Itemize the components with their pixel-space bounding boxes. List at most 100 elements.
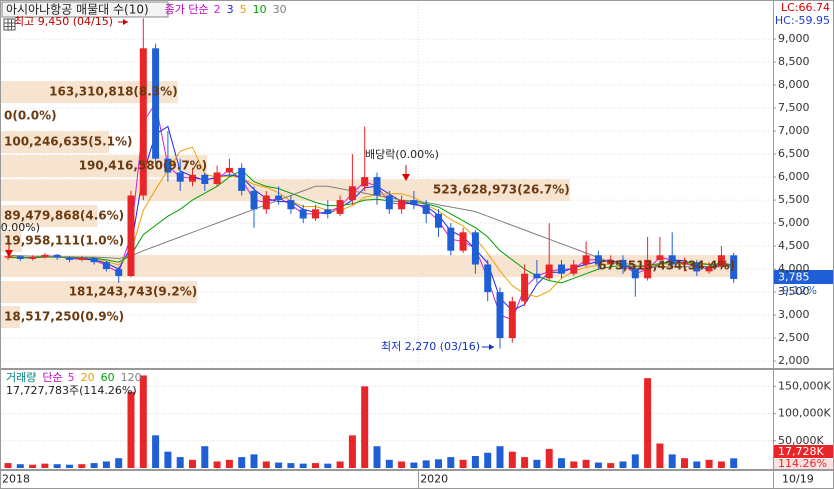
volume-bar xyxy=(152,435,160,468)
volume-bar xyxy=(262,461,270,468)
note-arrowhead xyxy=(123,19,128,25)
volume-bar xyxy=(225,459,233,468)
note-arrowhead xyxy=(489,344,494,350)
volume-bar xyxy=(90,463,98,468)
candle-body xyxy=(717,255,725,267)
volume-bar xyxy=(361,386,369,468)
profile-label: 0(0.0%) xyxy=(4,109,57,123)
last-date: 10/19 xyxy=(782,473,814,486)
y-tick-label: 9,000 xyxy=(778,32,810,45)
volume-bar xyxy=(558,458,565,468)
volume-bar xyxy=(16,464,24,468)
candle-body xyxy=(594,255,602,265)
volume-bar xyxy=(29,464,37,468)
candle-body xyxy=(29,257,37,259)
volume-marker xyxy=(774,445,833,458)
volume-title: 거래량 xyxy=(6,371,36,384)
volume-bar xyxy=(730,458,738,468)
candle-body xyxy=(176,172,184,182)
volume-bar xyxy=(176,457,184,468)
volume-legend: 거래량 단순 5 20 60 120 xyxy=(6,371,142,384)
candle-body xyxy=(693,262,701,272)
candle-body xyxy=(16,256,24,259)
note-arrowhead xyxy=(402,174,410,181)
y-tick-label: 50,000K xyxy=(778,434,824,447)
title-box xyxy=(1,1,169,18)
volume-bar xyxy=(607,463,615,468)
candle-body xyxy=(164,158,172,173)
candle-body xyxy=(607,259,615,265)
volume-bar xyxy=(422,460,430,468)
profile-label: 675,513,434(34.4%) xyxy=(598,259,735,273)
candle-body xyxy=(324,209,332,214)
candle-body xyxy=(66,257,73,260)
volume-bar xyxy=(139,375,147,468)
volume-bar xyxy=(410,462,418,468)
y-tick-label: 5,500 xyxy=(778,193,810,206)
candle-body xyxy=(213,172,221,184)
volume-bar xyxy=(127,391,135,468)
profile-bar xyxy=(0,306,21,329)
profile-label: 19,958,111(1.0%) xyxy=(4,234,124,248)
volume-bar xyxy=(459,459,467,468)
legend-entry: 120 xyxy=(121,371,142,384)
candle-body xyxy=(348,186,356,201)
x-tick-label: 2018 xyxy=(2,473,30,486)
volume-bar xyxy=(435,459,442,468)
volume-bar xyxy=(312,463,319,468)
price-marker xyxy=(774,270,833,284)
legend-title: 단순 xyxy=(42,371,62,384)
candle-body xyxy=(410,200,418,205)
volume-bar xyxy=(238,457,246,468)
profile-label: 100,246,635(5.1%) xyxy=(4,135,133,149)
note-arrowhead xyxy=(5,250,13,257)
candle-body xyxy=(78,258,86,260)
settings-icon[interactable] xyxy=(3,18,16,31)
candle-body xyxy=(299,209,307,219)
volume-bar xyxy=(53,464,61,468)
y-tick-label: 4,000 xyxy=(778,262,810,275)
y-tick-label: 4,500 xyxy=(778,239,810,252)
legend-entry: 20 xyxy=(81,371,95,384)
candle-body xyxy=(287,200,295,210)
candle-body xyxy=(582,255,590,265)
volume-bar xyxy=(189,459,196,468)
volume-bar xyxy=(594,462,602,468)
profile-label: 18,517,250(0.9%) xyxy=(4,310,124,324)
volume-bar xyxy=(644,378,652,468)
volume-bar xyxy=(521,457,529,468)
candle-body xyxy=(521,273,529,302)
profile-bar xyxy=(0,230,22,253)
volume-bar xyxy=(115,458,123,468)
y-tick-label: 7,500 xyxy=(778,101,810,114)
volume-bar xyxy=(717,461,725,468)
dividend-note: 배당락(0.00%) xyxy=(365,148,439,161)
profile-label: 89,479,868(4.6%) xyxy=(4,209,124,223)
y-tick-label: 150,000K xyxy=(778,379,831,392)
y-tick-label: 6,000 xyxy=(778,170,810,183)
profile-bar xyxy=(0,281,198,304)
y-tick-label: 5,000 xyxy=(778,216,810,229)
volume-bar xyxy=(336,461,344,468)
legend-entry: 5 xyxy=(68,371,75,384)
volume-bar xyxy=(533,459,541,468)
candle-body xyxy=(422,204,430,214)
volume-bar xyxy=(693,461,701,468)
volume-bar xyxy=(164,451,172,468)
candle-body xyxy=(262,195,270,210)
profile-label: 163,310,818(8.3%) xyxy=(49,85,178,99)
volume-bar xyxy=(398,461,406,468)
volume-bar xyxy=(4,463,12,468)
x-tick-label: 2020 xyxy=(420,473,448,486)
candle-body xyxy=(471,232,479,265)
y-tick-label: 2,500 xyxy=(778,331,810,344)
last-change: -9.12% xyxy=(778,284,817,297)
legend-entry: 10 xyxy=(253,3,267,16)
volume-bar xyxy=(582,459,590,468)
candle-body xyxy=(4,256,12,258)
volume-bar xyxy=(348,435,356,468)
candle-body xyxy=(508,301,516,339)
y-tick-label: 3,000 xyxy=(778,308,810,321)
